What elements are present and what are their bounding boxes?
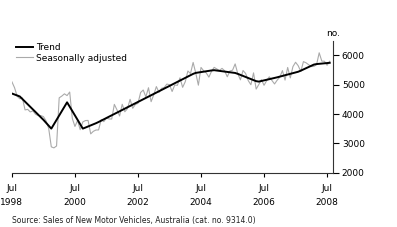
Text: 1998: 1998 [0,197,23,207]
Text: 2002: 2002 [127,197,149,207]
Text: Source: Sales of New Motor Vehicles, Australia (cat. no. 9314.0): Source: Sales of New Motor Vehicles, Aus… [12,216,256,225]
Text: Jul: Jul [196,184,206,193]
Text: 2004: 2004 [190,197,212,207]
Text: no.: no. [326,29,341,38]
Text: 2000: 2000 [64,197,87,207]
Text: 2008: 2008 [316,197,339,207]
Text: Jul: Jul [258,184,270,193]
Legend: Trend, Seasonally adjusted: Trend, Seasonally adjusted [16,43,127,63]
Text: 2006: 2006 [252,197,276,207]
Text: Jul: Jul [69,184,81,193]
Text: Jul: Jul [6,184,17,193]
Text: Jul: Jul [322,184,333,193]
Text: Jul: Jul [133,184,144,193]
